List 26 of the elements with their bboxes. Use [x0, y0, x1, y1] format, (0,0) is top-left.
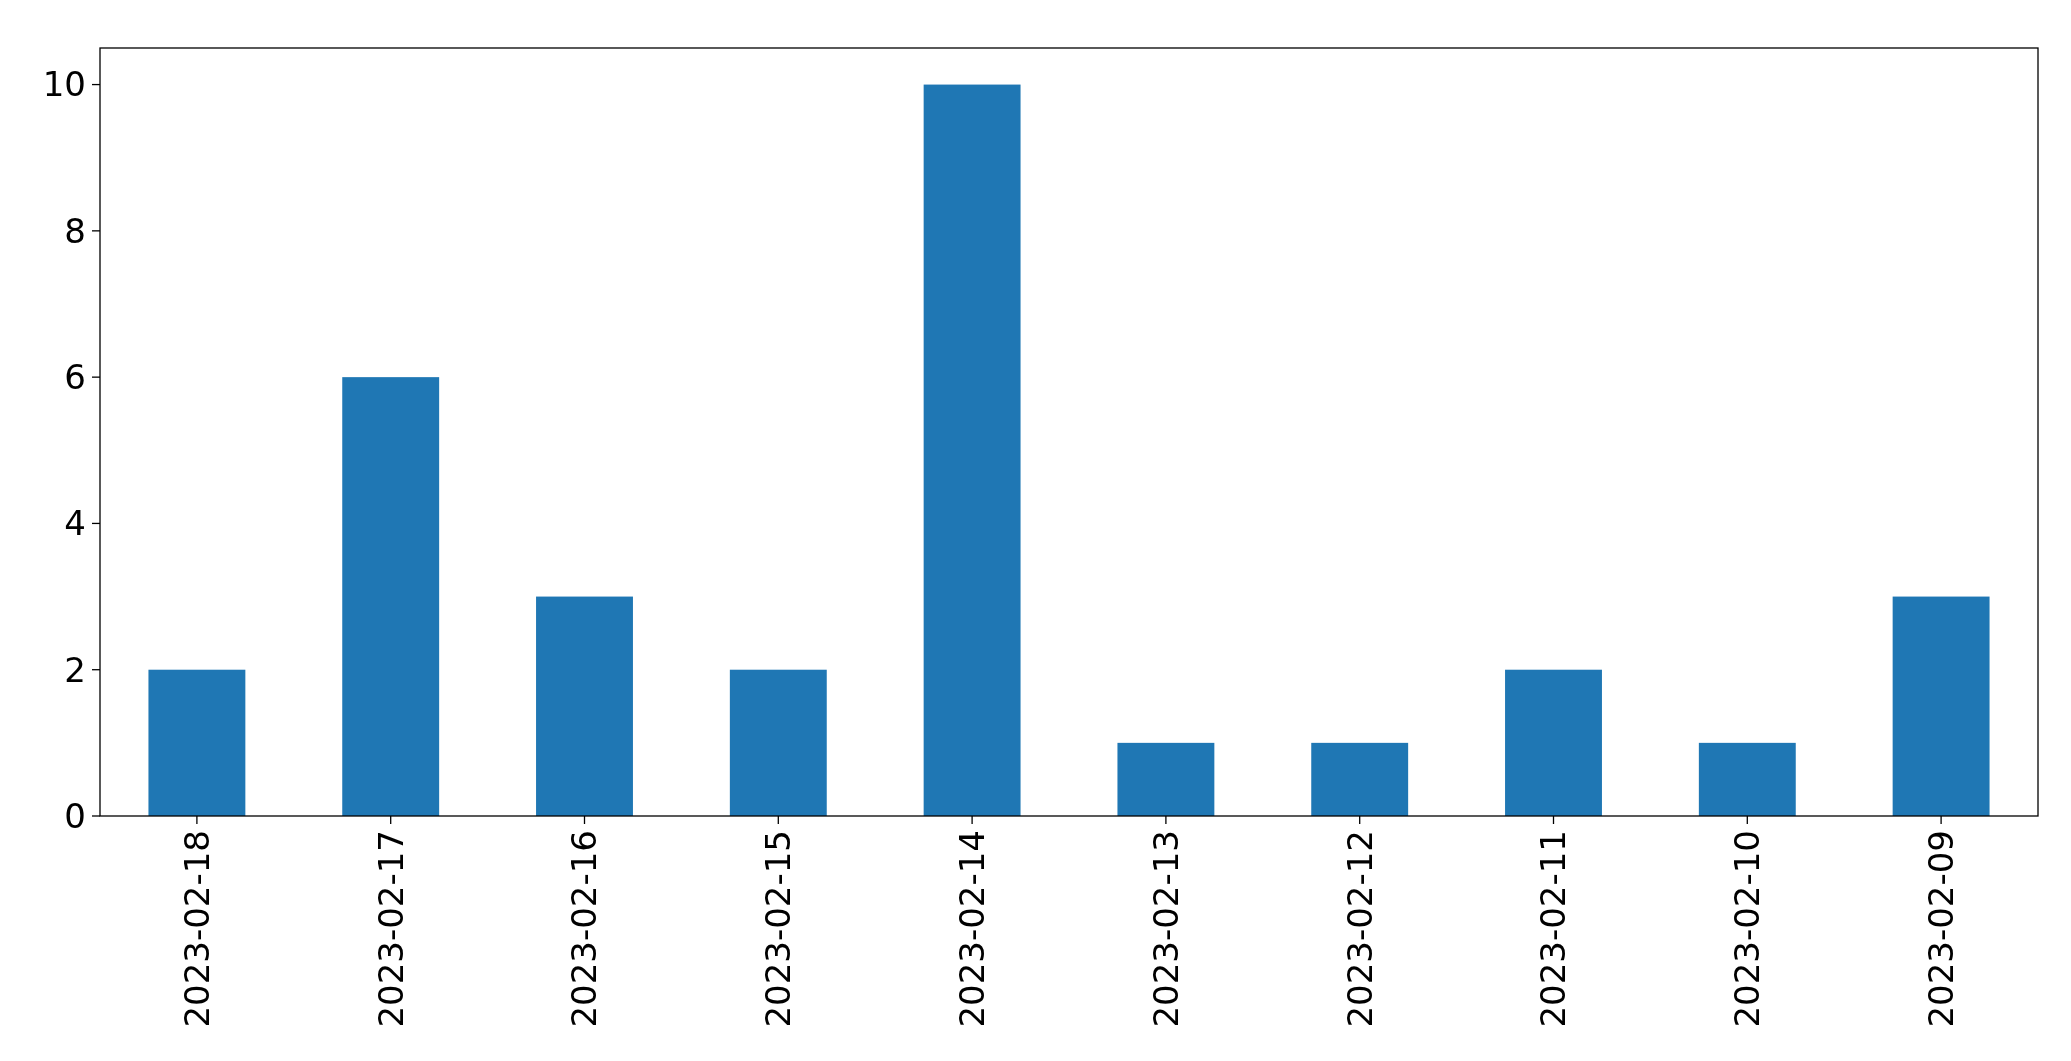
x-tick-label: 2023-02-11 — [1533, 830, 1574, 1028]
x-tick-label: 2023-02-09 — [1921, 830, 1961, 1028]
bar — [1505, 669, 1602, 816]
bar — [923, 84, 1021, 816]
x-tick-label: 2023-02-13 — [1145, 830, 1186, 1028]
y-tick-label: 4 — [64, 503, 86, 544]
x-tick-label: 2023-02-15 — [758, 830, 799, 1028]
y-tick-label: 10 — [42, 64, 86, 105]
bar — [536, 596, 633, 816]
x-tick-label: 2023-02-18 — [176, 830, 217, 1028]
bar — [342, 377, 440, 816]
y-tick-label: 2 — [64, 649, 86, 690]
y-tick-label: 0 — [64, 795, 86, 836]
x-tick-label: 2023-02-14 — [952, 830, 992, 1028]
bar — [1698, 742, 1796, 816]
y-tick-label: 6 — [64, 357, 86, 398]
bar — [148, 669, 246, 816]
y-tick-label: 8 — [64, 210, 86, 251]
x-tick-label: 2023-02-12 — [1339, 830, 1380, 1028]
bar — [1117, 742, 1215, 816]
x-tick-label: 2023-02-10 — [1727, 830, 1768, 1028]
bar — [729, 669, 827, 816]
x-tick-label: 2023-02-17 — [370, 830, 411, 1028]
bar — [1311, 742, 1409, 816]
bar — [1892, 596, 1990, 816]
x-tick-label: 2023-02-16 — [564, 830, 605, 1028]
